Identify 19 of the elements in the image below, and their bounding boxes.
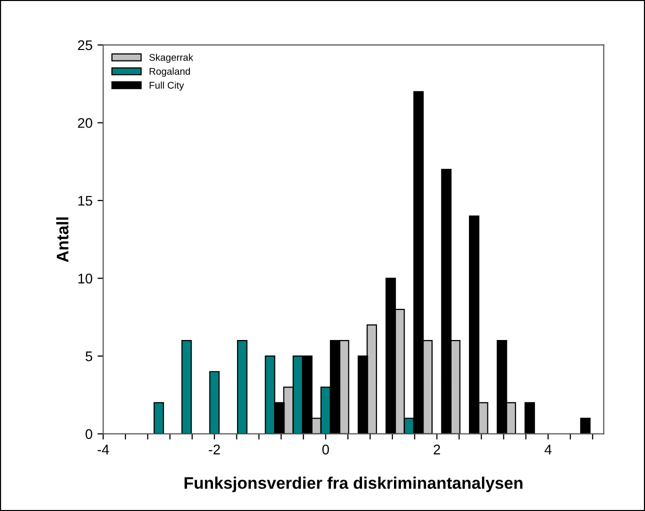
x-tick-label: 4	[544, 444, 552, 454]
bar	[154, 402, 164, 434]
x-tick-label: 0	[322, 444, 329, 454]
bar	[237, 340, 248, 434]
y-tick-label: 25	[78, 40, 92, 50]
x-tick-label: -4	[98, 444, 109, 454]
x-tick-label: 2	[434, 444, 440, 454]
legend-label: Skagerrak	[149, 54, 194, 63]
legend-label: Rogaland	[150, 68, 190, 77]
x-axis-title: Funksjonsverdier fra diskriminantanalysen	[184, 476, 522, 492]
legend-label: Full City	[150, 82, 184, 91]
bar	[580, 418, 591, 434]
y-tick-label: 0	[86, 429, 92, 440]
y-tick-label: 20	[78, 118, 92, 128]
y-axis-title: Antall	[56, 217, 68, 262]
x-tick-label: -2	[208, 444, 220, 454]
y-tick-label: 5	[86, 352, 92, 362]
y-tick-label: 10	[78, 274, 92, 284]
y-tick-label: 15	[78, 196, 92, 206]
